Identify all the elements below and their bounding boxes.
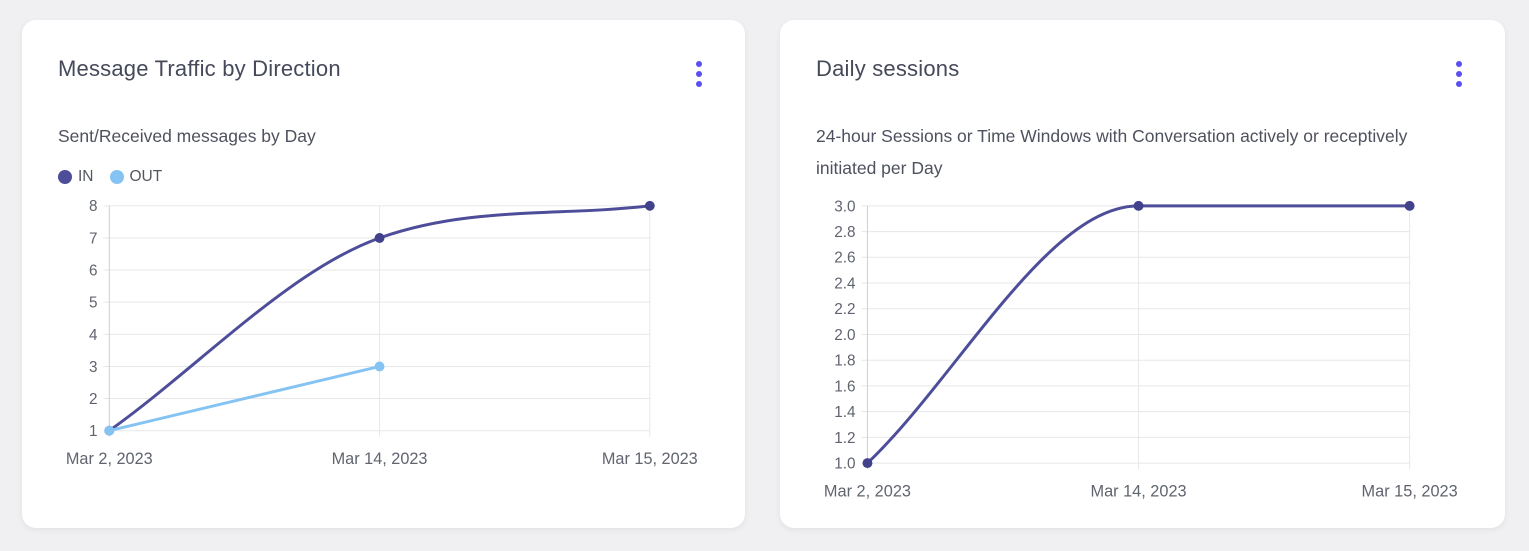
svg-text:5: 5 [89, 295, 98, 312]
card-message-traffic: Message Traffic by Direction Sent/Receiv… [22, 20, 745, 528]
svg-text:1.6: 1.6 [834, 378, 855, 395]
card-title: Daily sessions [816, 56, 960, 81]
svg-text:1.4: 1.4 [834, 404, 856, 421]
daily-sessions-line-chart[interactable]: 3.0 2.8 2.6 2.4 2.2 2.0 1.8 1.6 1.4 1.2 1.0 Mar 2, … [816, 192, 1469, 511]
card-header: Message Traffic by Direction [58, 54, 709, 92]
card-title: Message Traffic by Direction [58, 56, 341, 81]
svg-text:3.0: 3.0 [834, 198, 855, 215]
svg-text:1.0: 1.0 [834, 456, 855, 473]
svg-text:2.0: 2.0 [834, 327, 855, 344]
card-subtitle: Sent/Received messages by Day [58, 126, 316, 146]
svg-text:1: 1 [89, 423, 98, 440]
kebab-menu-icon[interactable] [1449, 56, 1469, 92]
svg-text:1.8: 1.8 [834, 353, 855, 370]
legend-item-out[interactable]: OUT [109, 168, 163, 186]
svg-text:Mar 15, 2023: Mar 15, 2023 [1362, 483, 1458, 501]
kebab-menu-icon[interactable] [689, 56, 709, 92]
svg-text:4: 4 [89, 327, 98, 344]
svg-text:Mar 14, 2023: Mar 14, 2023 [1090, 483, 1186, 501]
message-traffic-line-chart[interactable]: 8 7 6 5 4 3 2 1 Mar 2, 2023 Mar 14, 2023 Mar 15, 2… [58, 192, 709, 480]
legend-label: OUT [129, 168, 163, 185]
svg-text:2: 2 [89, 391, 98, 408]
svg-text:2.2: 2.2 [834, 301, 855, 318]
legend-dot-icon [109, 170, 124, 184]
svg-text:1.2: 1.2 [834, 430, 855, 447]
card-subtitle: 24-hour Sessions or Time Windows with Co… [816, 126, 1408, 178]
svg-text:2.8: 2.8 [834, 224, 855, 241]
svg-text:8: 8 [89, 198, 98, 215]
svg-text:2.6: 2.6 [834, 250, 855, 267]
svg-text:2.4: 2.4 [834, 275, 856, 292]
legend-label: IN [78, 168, 94, 185]
svg-text:Mar 2, 2023: Mar 2, 2023 [66, 450, 153, 468]
svg-text:Mar 15, 2023: Mar 15, 2023 [602, 450, 698, 468]
svg-text:7: 7 [89, 230, 98, 247]
svg-text:Mar 2, 2023: Mar 2, 2023 [824, 483, 911, 501]
svg-text:3: 3 [89, 359, 98, 376]
legend-item-in[interactable]: IN [58, 168, 94, 186]
card-daily-sessions: Daily sessions 24-hour Sessions or Time … [780, 20, 1505, 528]
legend-dot-icon [58, 170, 72, 184]
svg-text:Mar 14, 2023: Mar 14, 2023 [332, 450, 428, 468]
card-header: Daily sessions [816, 54, 1469, 92]
chart-legend: IN OUT [58, 166, 709, 188]
svg-text:6: 6 [89, 262, 98, 279]
